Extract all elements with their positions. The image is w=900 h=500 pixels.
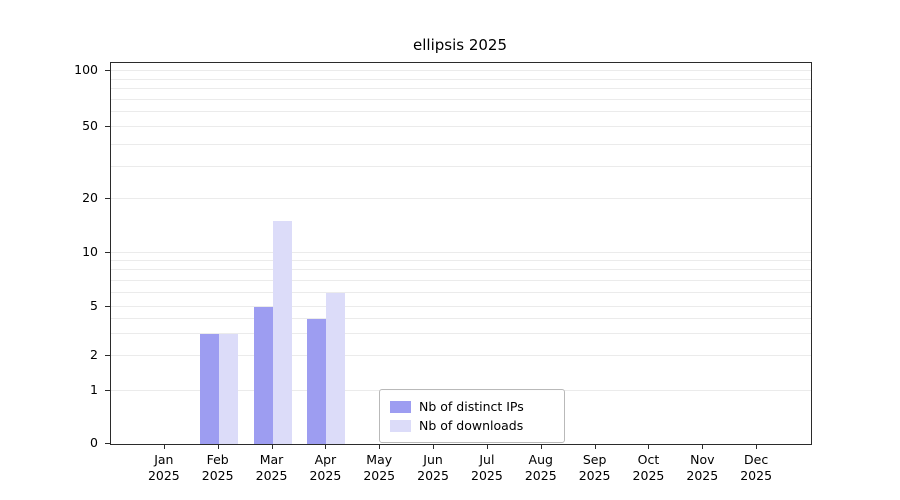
x-tick-year: 2025	[632, 468, 665, 483]
x-tick-label-mar: Mar 2025	[237, 452, 307, 484]
x-tick-mark	[594, 444, 596, 449]
legend-label: Nb of downloads	[419, 418, 524, 433]
legend-entry: Nb of downloads	[390, 416, 554, 435]
x-tick-label-aug: Aug 2025	[506, 452, 576, 484]
x-tick-month: Jan	[154, 452, 174, 467]
legend-swatch-icon	[390, 419, 411, 432]
x-tick-year: 2025	[578, 468, 611, 483]
y-tick-mark	[105, 70, 110, 71]
x-tick-month: Jul	[479, 452, 495, 467]
x-tick-year: 2025	[255, 468, 288, 483]
bar-mar-series1	[272, 221, 292, 444]
gridline	[111, 291, 811, 293]
gridline	[111, 166, 811, 168]
x-tick-mark	[702, 444, 704, 449]
gridline	[111, 126, 811, 127]
legend-swatch-icon	[390, 400, 411, 413]
x-tick-mark	[648, 444, 650, 449]
x-tick-month: Sep	[582, 452, 607, 467]
legend-entry: Nb of distinct IPs	[390, 397, 554, 416]
x-tick-year: 2025	[363, 468, 396, 483]
bar-apr-series1	[326, 292, 346, 444]
y-tick-mark	[105, 126, 110, 127]
x-tick-mark	[379, 444, 381, 449]
x-tick-year: 2025	[471, 468, 503, 483]
x-tick-month: Apr	[314, 452, 337, 467]
x-tick-label-may: May 2025	[344, 452, 414, 484]
x-tick-mark	[217, 444, 219, 449]
bar-apr-series0	[307, 318, 327, 444]
gridline	[111, 279, 811, 281]
x-tick-label-jun: Jun 2025	[398, 452, 468, 484]
x-tick-mark	[540, 444, 542, 449]
x-tick-mark	[756, 444, 758, 449]
x-tick-month: May	[366, 452, 393, 467]
x-tick-mark	[163, 444, 165, 449]
y-tick-mark	[105, 306, 110, 307]
gridline	[111, 252, 811, 253]
x-tick-mark	[325, 444, 327, 449]
legend-label: Nb of distinct IPs	[419, 399, 524, 414]
gridline	[111, 78, 811, 80]
x-tick-month: Mar	[259, 452, 284, 467]
y-tick-mark	[105, 198, 110, 199]
y-tick-mark	[105, 355, 110, 356]
x-tick-month: Aug	[528, 452, 553, 467]
x-tick-mark	[486, 444, 488, 449]
y-tick-label: 20	[82, 190, 98, 205]
bar-mar-series0	[253, 307, 273, 444]
plot-area: Nb of distinct IPs Nb of downloads	[110, 62, 812, 445]
x-tick-year: 2025	[201, 468, 234, 483]
y-tick-label: 0	[90, 435, 98, 450]
x-tick-label-sep: Sep 2025	[560, 452, 630, 484]
x-tick-label-feb: Feb 2025	[183, 452, 253, 484]
gridline	[111, 269, 811, 271]
gridline	[111, 333, 811, 335]
x-tick-year: 2025	[309, 468, 342, 483]
x-tick-label-dec: Dec 2025	[721, 452, 791, 484]
y-tick-label: 100	[74, 62, 98, 77]
x-tick-month: Feb	[206, 452, 229, 467]
gridline	[111, 198, 811, 199]
x-tick-year: 2025	[686, 468, 719, 483]
x-tick-label-oct: Oct 2025	[613, 452, 683, 484]
x-tick-month: Jun	[423, 452, 443, 467]
x-tick-month: Oct	[637, 452, 660, 467]
x-tick-year: 2025	[740, 468, 773, 483]
x-tick-label-jul: Jul 2025	[452, 452, 522, 484]
gridline	[111, 98, 811, 100]
gridline	[111, 306, 811, 307]
chart-title: ellipsis 2025	[413, 36, 507, 54]
y-tick-label: 2	[90, 347, 98, 362]
bar-feb-series1	[218, 334, 238, 444]
legend: Nb of distinct IPs Nb of downloads	[379, 389, 565, 443]
x-tick-label-nov: Nov 2025	[667, 452, 737, 484]
x-tick-month: Dec	[744, 452, 769, 467]
gridline	[111, 111, 811, 113]
bar-feb-series0	[199, 334, 219, 444]
x-tick-label-apr: Apr 2025	[290, 452, 360, 484]
x-tick-month: Nov	[690, 452, 715, 467]
x-tick-year: 2025	[417, 468, 449, 483]
gridline	[111, 355, 811, 356]
gridline	[111, 70, 811, 71]
x-tick-label-jan: Jan 2025	[129, 452, 199, 484]
gridline	[111, 88, 811, 90]
gridline	[111, 143, 811, 145]
y-tick-label: 50	[82, 118, 98, 133]
y-tick-mark	[105, 252, 110, 253]
x-tick-year: 2025	[524, 468, 557, 483]
gridline	[111, 260, 811, 262]
y-tick-label: 10	[82, 244, 98, 259]
x-tick-year: 2025	[147, 468, 180, 483]
y-tick-label: 1	[90, 382, 98, 397]
y-tick-label: 5	[90, 298, 98, 313]
gridline	[111, 317, 811, 319]
y-tick-mark	[105, 443, 110, 444]
y-tick-mark	[105, 390, 110, 391]
x-tick-mark	[271, 444, 273, 449]
x-tick-mark	[433, 444, 435, 449]
